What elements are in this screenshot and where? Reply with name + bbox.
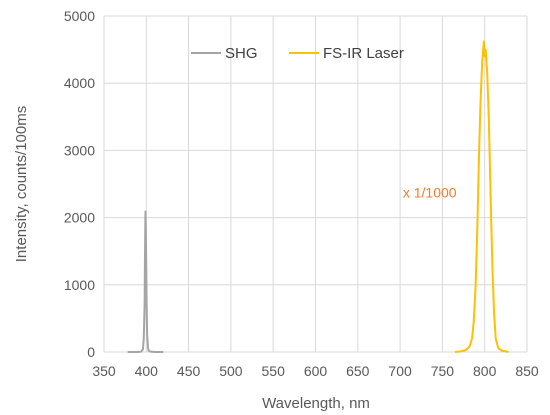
x-tick-label: 550 — [262, 363, 286, 379]
x-axis-label: Wavelength, nm — [262, 395, 370, 412]
series-line-shg — [127, 210, 164, 353]
x-tick-label: 850 — [515, 363, 539, 379]
legend: SHG FS-IR Laser — [191, 45, 404, 62]
x-tick-label: 500 — [219, 363, 243, 379]
y-tick-label: 1000 — [64, 277, 95, 293]
y-tick-label: 2000 — [64, 210, 95, 226]
y-tick-labels: 0 1000 2000 3000 4000 5000 — [64, 8, 95, 360]
series-lines — [127, 40, 509, 353]
y-tick-label: 4000 — [64, 75, 95, 91]
x-tick-label: 750 — [431, 363, 455, 379]
x-tick-label: 650 — [346, 363, 370, 379]
y-axis-label: Intensity, counts/100ms — [13, 106, 30, 262]
y-tick-label: 0 — [87, 344, 95, 360]
x-tick-label: 800 — [473, 363, 497, 379]
x-tick-label: 600 — [304, 363, 328, 379]
legend-label-fs-ir-laser: FS-IR Laser — [323, 45, 404, 62]
series-line-fs-ir-laser — [454, 40, 509, 353]
x-tick-labels: 350 400 450 500 550 600 650 700 750 800 850 — [92, 363, 539, 379]
y-tick-label: 5000 — [64, 8, 95, 24]
x-tick-label: 700 — [388, 363, 412, 379]
x-tick-label: 400 — [135, 363, 159, 379]
scale-annotation: x 1/1000 — [403, 184, 457, 200]
y-tick-label: 3000 — [64, 142, 95, 158]
grid — [103, 15, 528, 353]
legend-label-shg: SHG — [225, 45, 258, 62]
x-tick-label: 450 — [177, 363, 201, 379]
x-tick-label: 350 — [92, 363, 116, 379]
